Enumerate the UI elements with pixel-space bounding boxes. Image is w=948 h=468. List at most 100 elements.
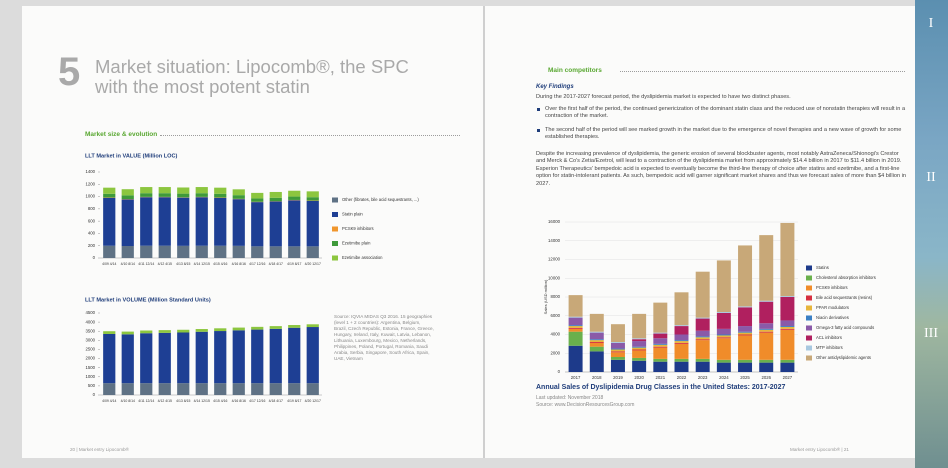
- bar-segment: [632, 341, 646, 347]
- x-tick-label: 4/16 8/16: [232, 262, 246, 266]
- legend-swatch: [806, 316, 812, 321]
- bar-segment: [177, 187, 189, 193]
- bar-segment: [759, 330, 773, 332]
- bar-segment: [611, 357, 625, 360]
- bar-segment: [675, 335, 689, 341]
- legend-label: Omega-3 fatty acid compounds: [816, 325, 874, 330]
- bar-segment: [611, 350, 625, 352]
- bar-segment: [738, 335, 752, 359]
- bar-segment: [675, 340, 689, 341]
- bar-segment: [214, 246, 226, 258]
- bar-segment: [270, 198, 282, 201]
- bar-segment: [214, 194, 226, 198]
- bar-segment: [717, 329, 731, 335]
- y-tick-label: 4000: [550, 332, 560, 337]
- bar-segment: [214, 383, 226, 395]
- x-tick-label: 4/10 8/14: [121, 399, 135, 403]
- bar-segment: [196, 197, 208, 246]
- bar-segment: [611, 324, 625, 342]
- bar-segment: [738, 245, 752, 306]
- x-tick-label: 4/12 4/15: [158, 262, 172, 266]
- bar-segment: [611, 360, 625, 372]
- x-tick-label: 4/17 12/16: [249, 399, 265, 403]
- bar-segment: [675, 292, 689, 325]
- bar-segment: [122, 334, 134, 383]
- legend-swatch: [806, 346, 812, 351]
- y-tick-label: 10000: [548, 275, 561, 280]
- bar-segment: [214, 188, 226, 194]
- bar-segment: [738, 335, 752, 336]
- bar-segment: [696, 319, 710, 331]
- bar-segment: [738, 332, 752, 333]
- legend-label: Statins: [816, 265, 829, 270]
- bar-segment: [251, 198, 263, 201]
- x-tick-label: 4/16 8/16: [232, 399, 246, 403]
- bar-segment: [632, 338, 646, 339]
- x-tick-label: 4/18 4/17: [269, 399, 283, 403]
- bar-segment: [288, 200, 300, 246]
- bar-segment: [632, 347, 646, 348]
- x-tick-label: 2020: [634, 375, 644, 380]
- bar-segment: [759, 323, 773, 329]
- legend-label: Other antidyslipidemic agents: [816, 355, 871, 360]
- legend-label: Other (fibrates, bile acid sequestrants,…: [342, 197, 419, 202]
- bar-segment: [251, 202, 263, 246]
- bar-segment: [759, 332, 773, 333]
- bar-segment: [717, 260, 731, 312]
- bar-segment: [569, 326, 583, 328]
- bar-segment: [611, 343, 625, 349]
- bar-segment: [759, 363, 773, 372]
- y-tick-label: 2000: [85, 356, 95, 361]
- y-tick-label: 12000: [548, 257, 561, 262]
- x-tick-label: 4/14 12/15: [194, 399, 210, 403]
- legend-swatch: [806, 306, 812, 311]
- bar-segment: [270, 329, 282, 383]
- bar-segment: [251, 193, 263, 199]
- bar-segment: [653, 347, 667, 348]
- x-tick-label: 2025: [740, 375, 750, 380]
- bar-segment: [780, 329, 794, 330]
- bar-segment: [122, 189, 134, 195]
- legend-label: PPAR modulators: [816, 305, 849, 310]
- x-tick-label: 2026: [761, 375, 771, 380]
- bar-segment: [233, 195, 245, 199]
- x-tick-label: 4/15 4/16: [213, 399, 227, 403]
- legend-label: Ezetimibe plain: [342, 241, 371, 246]
- bar-segment: [307, 324, 319, 327]
- bar-segment: [780, 330, 794, 360]
- y-tick-label: 2000: [550, 350, 560, 355]
- bar-segment: [307, 327, 319, 383]
- bar-segment: [590, 347, 604, 352]
- bar-segment: [569, 329, 583, 332]
- bar-segment: [780, 320, 794, 326]
- bar-segment: [717, 313, 731, 329]
- bar-segment: [759, 333, 773, 360]
- bar-segment: [759, 360, 773, 363]
- bar-segment: [569, 318, 583, 326]
- bar-segment: [122, 195, 134, 199]
- bar-segment: [675, 344, 689, 359]
- bar-segment: [307, 197, 319, 200]
- y-tick-label: 2500: [85, 347, 95, 352]
- y-tick-label: 6000: [550, 313, 560, 318]
- bar-segment: [590, 343, 604, 347]
- y-tick-label: 1400: [85, 169, 95, 174]
- bar-segment: [159, 246, 171, 258]
- bar-segment: [159, 330, 171, 333]
- bar-segment: [288, 383, 300, 395]
- bar-segment: [611, 342, 625, 343]
- bar-segment: [196, 193, 208, 197]
- bar-segment: [159, 193, 171, 197]
- bar-segment: [103, 188, 115, 194]
- bar-segment: [270, 192, 282, 198]
- bar-segment: [307, 246, 319, 258]
- y-tick-label: 1000: [85, 374, 95, 379]
- y-tick-label: 600: [88, 218, 96, 223]
- bar-segment: [653, 362, 667, 372]
- bar-segment: [675, 359, 689, 362]
- bar-segment: [251, 383, 263, 395]
- x-tick-label: 2024: [719, 375, 729, 380]
- bar-segment: [288, 246, 300, 258]
- y-axis-label: Sales (USD million): [543, 279, 548, 314]
- bar-segment: [288, 197, 300, 200]
